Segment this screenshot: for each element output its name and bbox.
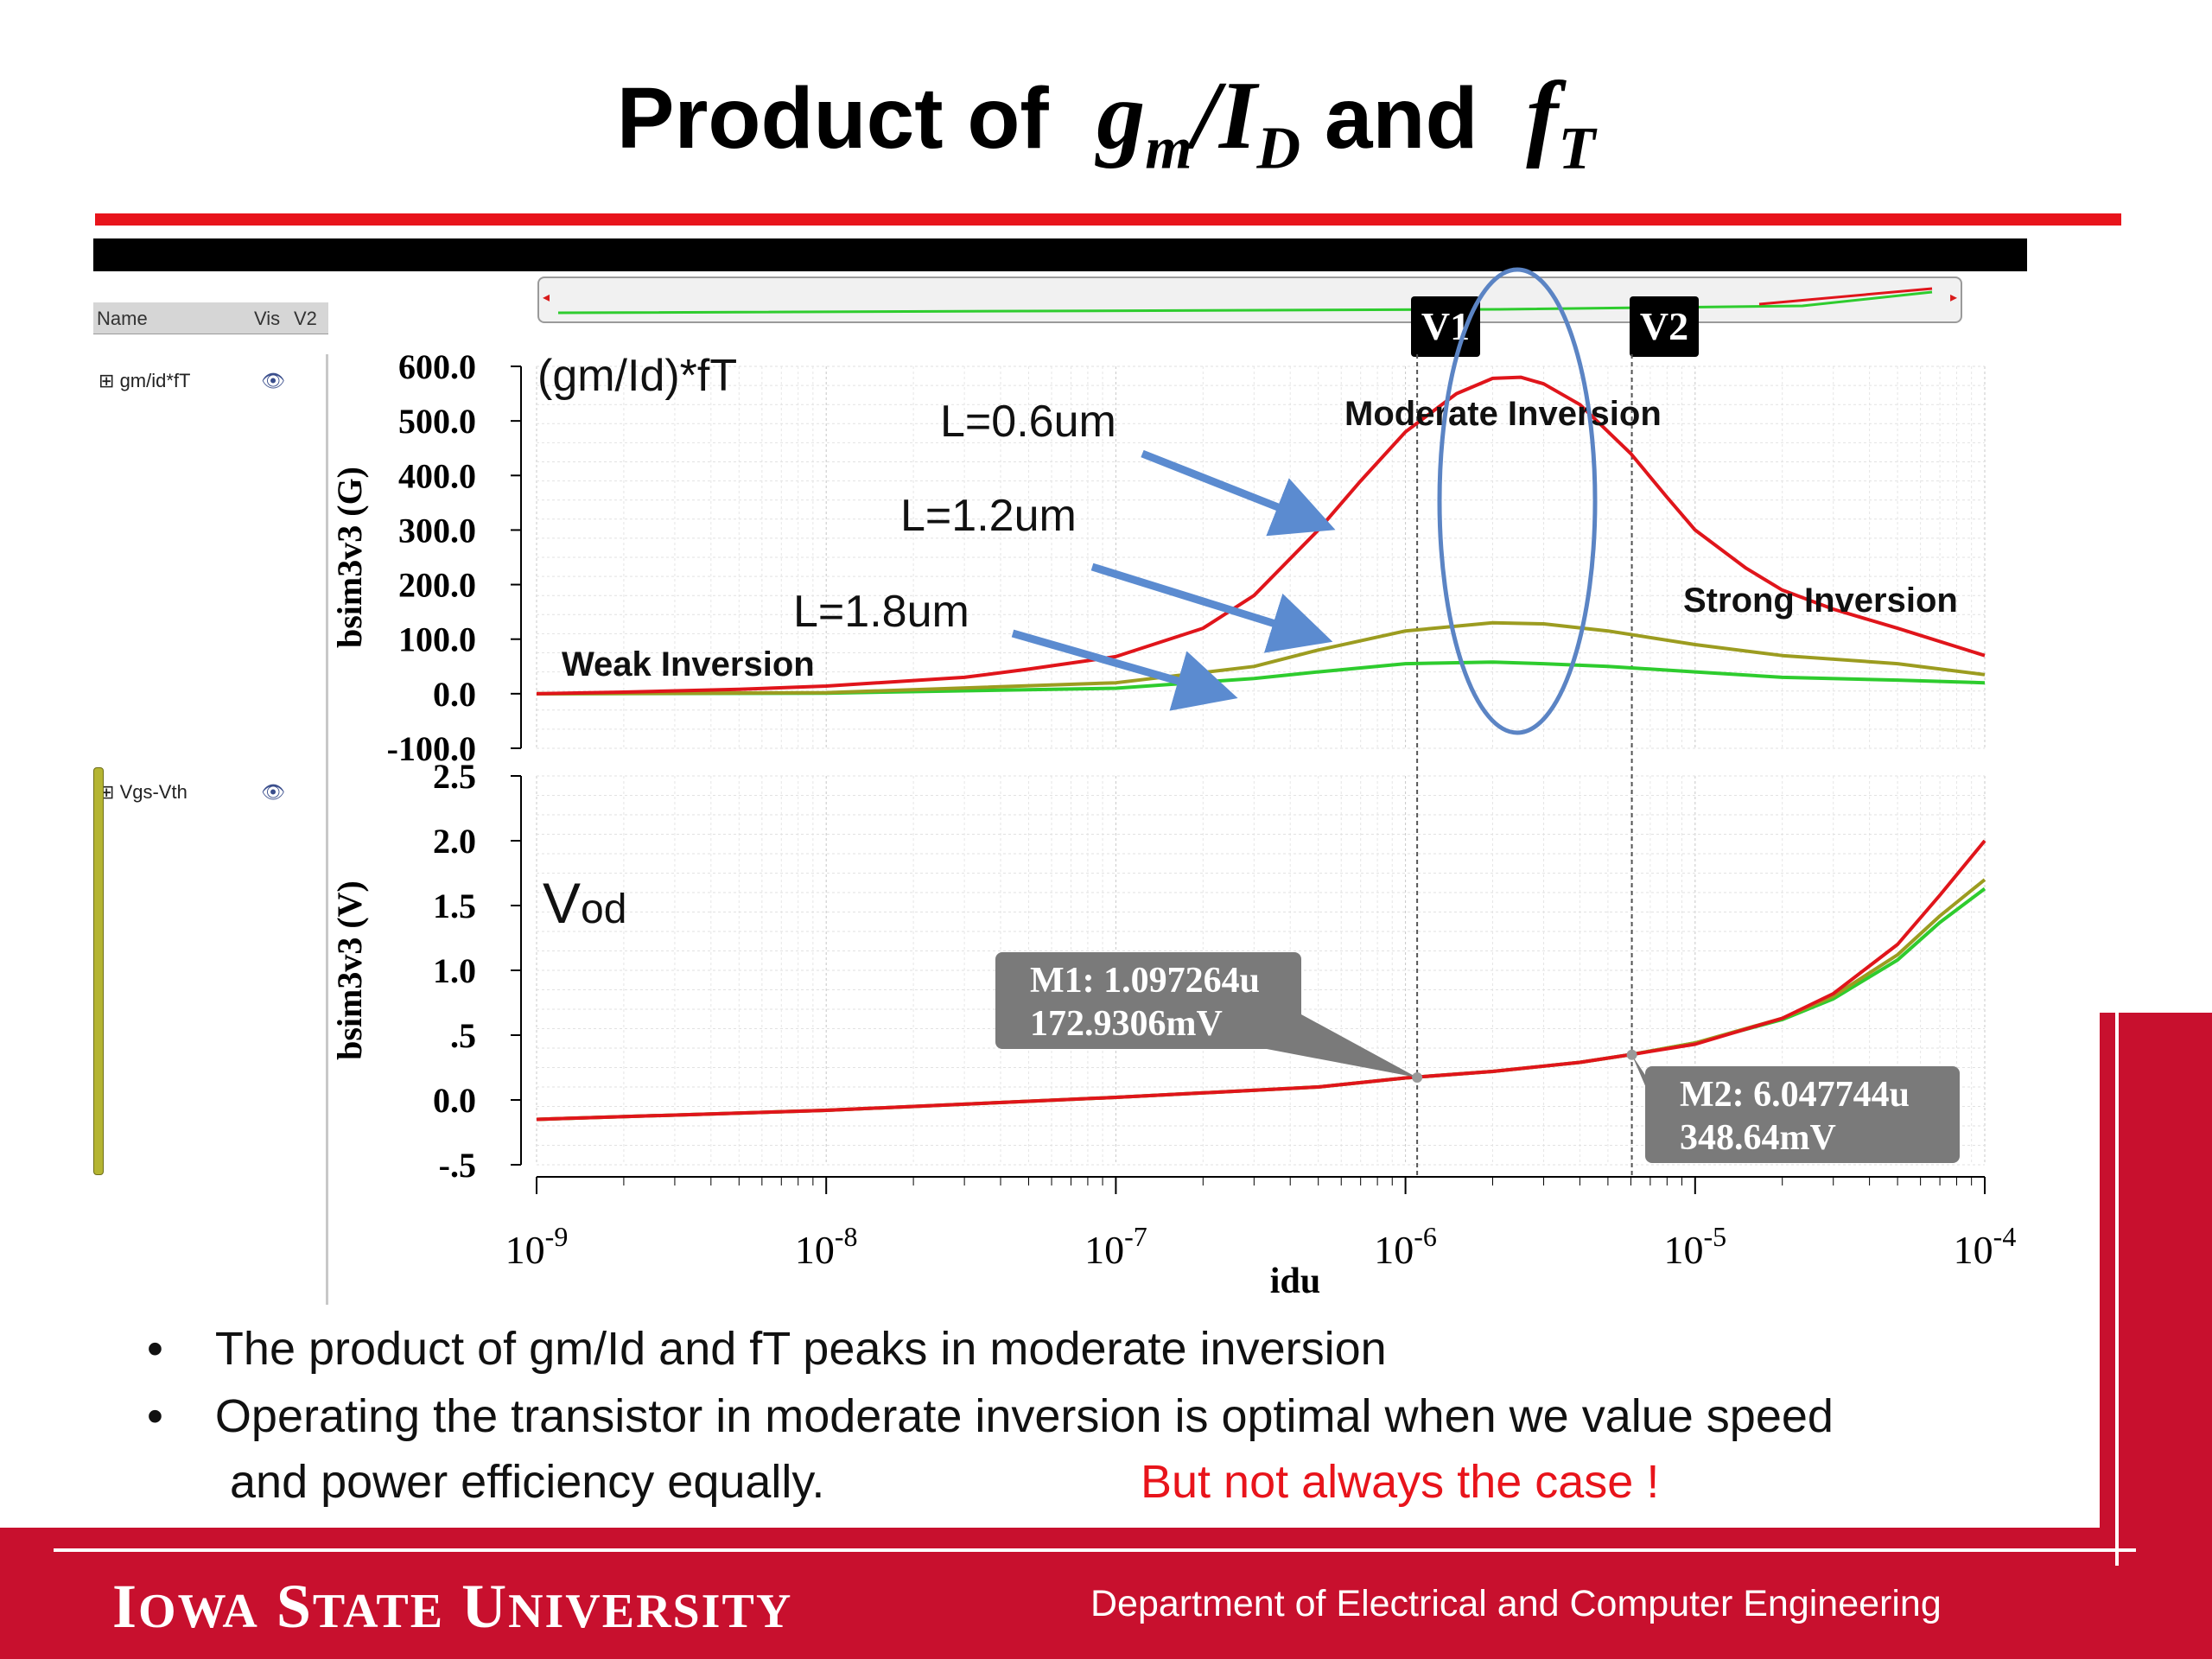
bottom-y-tick-label: 1.0: [433, 951, 476, 990]
moderate-inversion-label: Moderate Inversion: [1344, 395, 1662, 433]
m2-box: [1645, 1066, 1960, 1163]
strong-inversion-label: Strong Inversion: [1683, 582, 1958, 620]
top-chart-title: (gm/Id)*fT: [537, 351, 737, 401]
top-y-tick-label: -100.0: [387, 729, 476, 768]
m2-point: [1626, 1049, 1637, 1060]
title-gm-over-id: gm/ID: [1096, 62, 1301, 182]
signal-item-gmidft[interactable]: ⊞ gm/id*fT: [99, 370, 190, 392]
bottom-chart-title: Vod: [543, 871, 626, 935]
bottom-series-L06um: [536, 839, 1986, 1122]
tool-title-bar: [93, 238, 2027, 271]
university-wordmark: IOWA STATE UNIVERSITY: [112, 1572, 793, 1641]
m2-label-line2: 348.64mV: [1680, 1118, 1836, 1158]
arrow-l12: [1090, 563, 1333, 653]
bullet-2: • Operating the transistor in moderate i…: [147, 1390, 1834, 1442]
m2-pointer: [1631, 1054, 1671, 1146]
m1-pointer: [1267, 1014, 1418, 1078]
top-y-tick-label: 100.0: [398, 620, 476, 659]
top-y-axis-label: bsim3v3 (G): [330, 467, 369, 648]
bullet-note: But not always the case !: [1141, 1456, 1660, 1508]
signal-label: Vgs-Vth: [119, 781, 188, 803]
m1-point: [1412, 1072, 1423, 1084]
bullet-2-continuation: and power efficiency equally.: [230, 1456, 825, 1508]
signal-label: gm/id*fT: [119, 370, 191, 391]
l06-label: L=0.6um: [940, 397, 1116, 447]
x-tick-label: 10-4: [1954, 1221, 2017, 1272]
m1-label-line2: 172.9306mV: [1030, 1004, 1223, 1044]
top-series-L12um: [536, 620, 1986, 696]
eye-icon[interactable]: 👁: [261, 781, 285, 803]
top-y-tick-label: 300.0: [398, 511, 476, 550]
expand-icon[interactable]: ⊞: [99, 370, 115, 391]
top-y-tick-label: 600.0: [398, 347, 476, 386]
m2-label-line1: M2: 6.047744u: [1680, 1075, 1910, 1115]
title-ft: fT: [1526, 62, 1596, 182]
scroll-left-icon[interactable]: ◂: [543, 290, 550, 305]
cursor-v1-label[interactable]: V1: [1411, 296, 1480, 357]
cursor-v2-label[interactable]: V2: [1630, 296, 1699, 357]
top-y-tick-label: 200.0: [398, 566, 476, 605]
footer-rule: [54, 1548, 2136, 1552]
m1-label-line1: M1: 1.097264u: [1030, 961, 1260, 1001]
bottom-y-tick-label: 2.5: [433, 757, 476, 796]
header-vis: Vis: [254, 308, 281, 329]
moderate-inversion-ellipse: [1437, 267, 1598, 735]
footer-corner-rule: [2115, 1013, 2119, 1566]
header-v2: V2: [294, 308, 317, 329]
x-tick-label: 10-5: [1663, 1221, 1726, 1272]
bottom-y-tick-label: 2.0: [433, 822, 476, 861]
bottom-y-tick-label: -.5: [439, 1146, 476, 1185]
x-tick-label: 10-9: [505, 1221, 569, 1272]
l12-label: L=1.2um: [900, 491, 1077, 541]
bottom-y-tick-label: .5: [450, 1016, 476, 1055]
top-y-tick-label: 400.0: [398, 456, 476, 495]
weak-inversion-label: Weak Inversion: [562, 645, 815, 683]
x-axis-label: idu: [1270, 1262, 1320, 1301]
x-tick-label: 10-7: [1084, 1221, 1147, 1272]
slide-title: Product of gm/ID and fT: [0, 60, 2212, 183]
signal-list-header: Name Vis V2: [93, 302, 328, 334]
bottom-y-axis-label: bsim3v3 (V): [330, 880, 369, 1060]
bottom-y-tick-label: 1.5: [433, 887, 476, 925]
l18-label: L=1.8um: [793, 587, 969, 637]
department-name: Department of Electrical and Computer En…: [1090, 1583, 1942, 1624]
top-y-tick-label: 500.0: [398, 402, 476, 441]
bullet-1: • The product of gm/Id and fT peaks in m…: [147, 1323, 1387, 1375]
arrow-l18: [1011, 629, 1238, 711]
m1-box: [995, 952, 1301, 1049]
x-tick-label: 10-8: [795, 1221, 858, 1272]
arrow-l06: [1141, 449, 1336, 537]
trace-color-strip: [93, 767, 104, 1175]
eye-icon[interactable]: 👁: [261, 370, 285, 391]
title-prefix: Product of: [616, 70, 1049, 167]
title-and: and: [1324, 70, 1478, 167]
top-series-L18um: [536, 660, 1986, 696]
top-series-L06um: [536, 375, 1986, 696]
bottom-y-tick-label: 0.0: [433, 1081, 476, 1120]
top-y-tick-label: 0.0: [433, 675, 476, 714]
title-underline: [95, 213, 2121, 226]
scroll-right-icon[interactable]: ▸: [1949, 290, 1957, 305]
signal-list-divider[interactable]: [326, 354, 328, 1305]
header-name: Name: [97, 308, 148, 329]
x-tick-label: 10-6: [1374, 1221, 1437, 1272]
